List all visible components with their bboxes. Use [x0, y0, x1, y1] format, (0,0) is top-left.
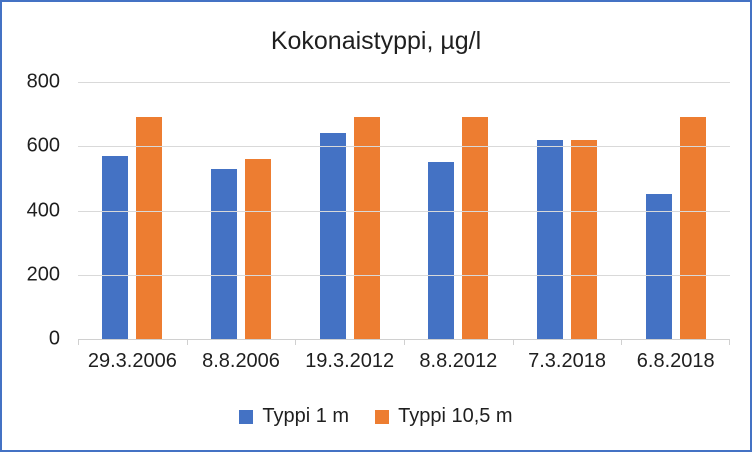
- x-axis-tick: [295, 340, 297, 345]
- legend-label: Typpi 10,5 m: [398, 405, 513, 427]
- gridline-600: [78, 146, 730, 148]
- y-tick-label-600: 600: [26, 134, 60, 157]
- y-tick-label-800: 800: [26, 70, 60, 93]
- bar-typpi-10-5-m-19.3.2012: [353, 117, 380, 339]
- x-tick-label-29.3.2006: 29.3.2006: [87, 350, 177, 372]
- legend-swatch-icon: [239, 409, 254, 424]
- y-axis: 0 200 400 600 800: [2, 71, 60, 350]
- bar-group-29.3.2006: [78, 82, 187, 339]
- x-axis-tick: [512, 340, 514, 345]
- gridline-400: [78, 210, 730, 212]
- bar-typpi-10-5-m-6.8.2018: [679, 117, 706, 339]
- bar-group-19.3.2012: [295, 82, 404, 339]
- x-axis: 29.3.2006 8.8.2006 19.3.2012 8.8.2012 7.3.20…: [78, 350, 730, 373]
- bar-typpi-1-m-6.8.2018: [645, 194, 672, 339]
- x-axis-tick: [186, 340, 188, 345]
- legend-label: Typpi 1 m: [262, 405, 350, 427]
- x-tick-label-7.3.2018: 7.3.2018: [528, 350, 606, 372]
- x-axis-tick: [729, 340, 730, 345]
- bar-typpi-1-m-29.3.2006: [102, 155, 129, 339]
- bar-typpi-10-5-m-7.3.2018: [571, 139, 598, 339]
- bar-typpi-10-5-m-8.8.2012: [462, 117, 489, 339]
- bar-group-7.3.2018: [513, 82, 622, 339]
- plot-area: [78, 82, 730, 345]
- x-axis-tick: [78, 340, 79, 345]
- bar-group-8.8.2012: [404, 82, 513, 339]
- bar-typpi-1-m-8.8.2012: [428, 162, 455, 339]
- y-tick-label-400: 400: [26, 199, 60, 221]
- x-tick-label-6.8.2018: 6.8.2018: [636, 350, 715, 372]
- y-tick-label-0: 0: [48, 327, 60, 350]
- legend: Typpi 1 m Typpi 10,5 m: [2, 405, 750, 428]
- x-tick-label-8.8.2006: 8.8.2006: [202, 350, 280, 372]
- bar-typpi-1-m-7.3.2018: [537, 139, 564, 339]
- chart-title: Kokonaistyppi, µg/l: [270, 27, 482, 55]
- legend-item-typpi-10-5-m: Typpi 10,5 m: [375, 405, 513, 428]
- y-tick-label-200: 200: [26, 263, 60, 286]
- x-axis-tick: [621, 340, 623, 345]
- bar-typpi-1-m-8.8.2006: [211, 168, 237, 339]
- gridline-800: [78, 82, 730, 83]
- x-axis-tick: [404, 340, 405, 345]
- bar-typpi-1-m-19.3.2012: [319, 133, 346, 339]
- x-tick-label-8.8.2012: 8.8.2012: [419, 350, 498, 372]
- legend-swatch-icon: [375, 409, 390, 424]
- bar-groups: [78, 82, 730, 339]
- bar-group-8.8.2006: [187, 82, 296, 339]
- bar-group-6.8.2018: [621, 82, 730, 339]
- legend-item-typpi-1-m: Typpi 1 m: [239, 405, 349, 428]
- gridline-200: [78, 274, 730, 276]
- x-tick-label-19.3.2012: 19.3.2012: [305, 350, 395, 372]
- bar-typpi-10-5-m-8.8.2006: [245, 159, 271, 339]
- bar-typpi-10-5-m-29.3.2006: [136, 117, 163, 339]
